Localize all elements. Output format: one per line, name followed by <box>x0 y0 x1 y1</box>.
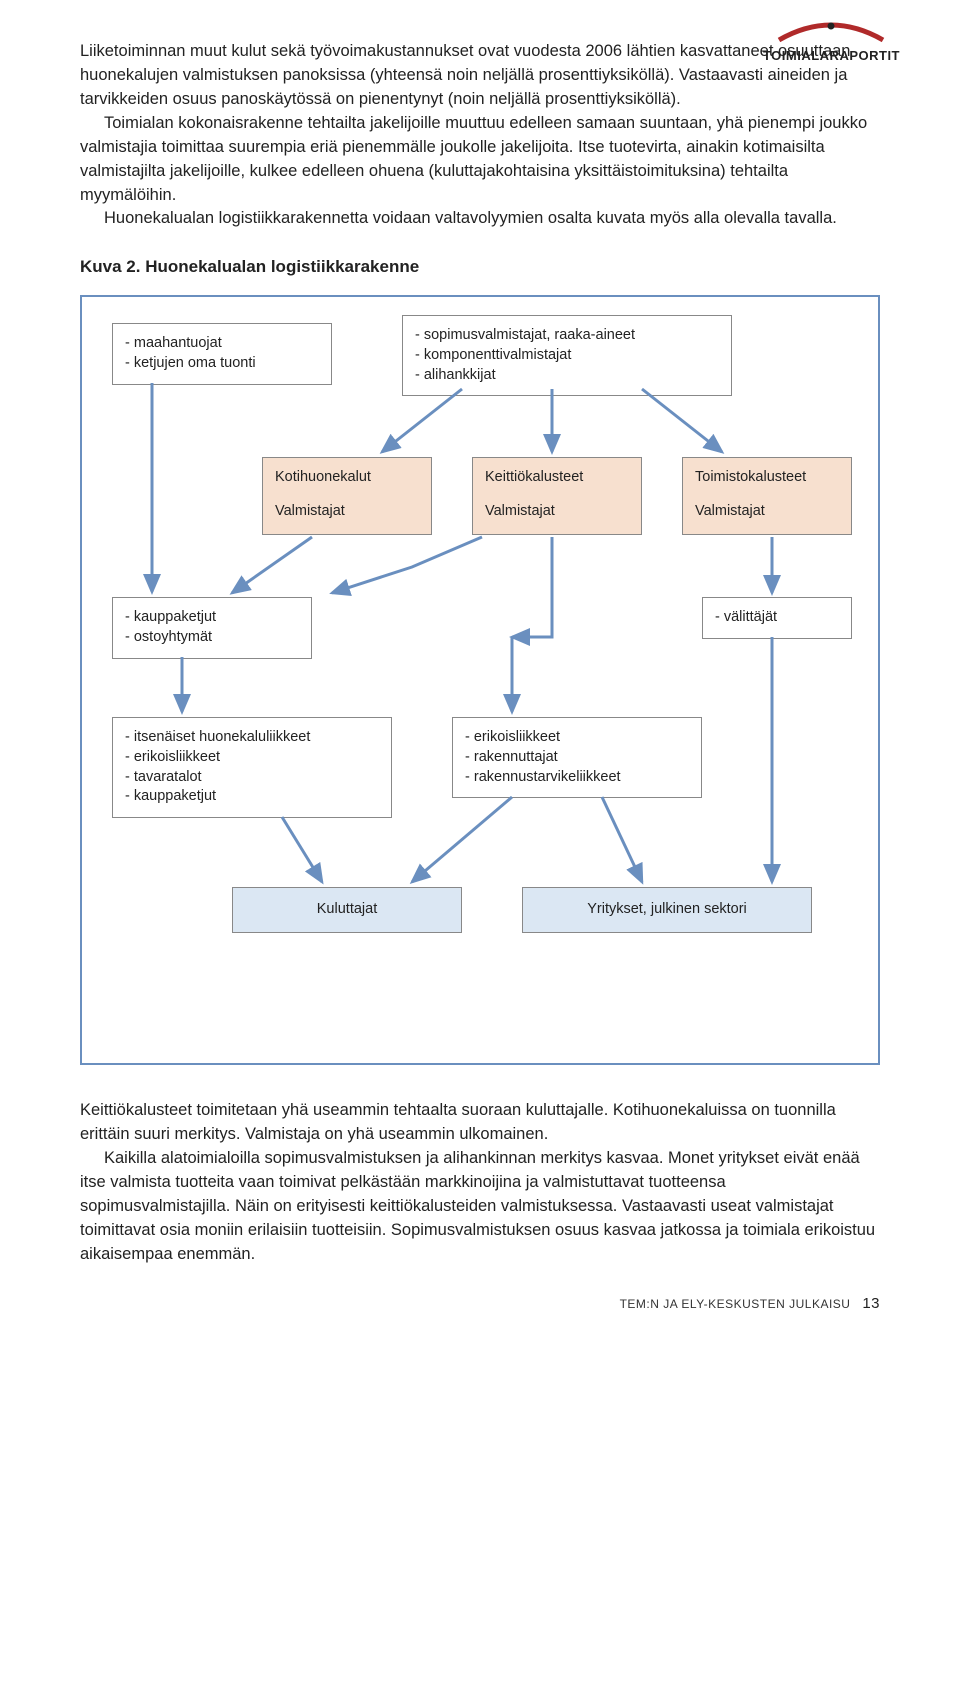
business-label: Yritykset, julkinen sektori <box>587 901 747 917</box>
logo-text: TOIMIALARAPORTIT <box>763 48 900 63</box>
box-consumers: Kuluttajat <box>232 887 462 933</box>
mfr-sub: Valmistajat <box>485 502 629 522</box>
brand-logo: TOIMIALARAPORTIT <box>763 18 900 63</box>
paragraph-3: Huonekalualan logistiikkarakennetta void… <box>80 207 880 231</box>
suppliers-item: sopimusvalmistajat, raaka-aineet <box>415 326 719 346</box>
intro-text: Liiketoiminnan muut kulut sekä työvoimak… <box>80 40 880 231</box>
brokers-item: välittäjät <box>715 608 839 628</box>
retail-item: erikoisliikkeet <box>125 748 379 768</box>
figure-title: Kuva 2. Huonekalualan logistiikkarakenne <box>80 257 880 277</box>
page-number: 13 <box>862 1295 880 1312</box>
imports-item: maahantuojat <box>125 334 319 354</box>
imports-item: ketjujen oma tuonti <box>125 354 319 374</box>
builders-item: rakennuttajat <box>465 748 689 768</box>
builders-item: erikoisliikkeet <box>465 728 689 748</box>
paragraph-1: Liiketoiminnan muut kulut sekä työvoimak… <box>80 40 880 112</box>
mfr-sub: Valmistajat <box>275 502 419 522</box>
paragraph-4: Keittiökalusteet toimitetaan yhä useammi… <box>80 1099 880 1147</box>
footer-text: TEM:N JA ELY-KESKUSTEN JULKAISU <box>620 1297 851 1311</box>
consumers-label: Kuluttajat <box>317 901 377 917</box>
mfr-title: Toimistokalusteet <box>695 468 839 488</box>
retail-item: tavaratalot <box>125 768 379 788</box>
chains-item: ostoyhtymät <box>125 628 299 648</box>
mfr-sub: Valmistajat <box>695 502 839 522</box>
builders-item: rakennustarvikeliikkeet <box>465 768 689 788</box>
mfr-title: Kotihuonekalut <box>275 468 419 488</box>
box-chains: kauppaketjut ostoyhtymät <box>112 597 312 658</box>
box-mfr-keittio: Keittiökalusteet Valmistajat <box>472 457 642 535</box>
outro-text: Keittiökalusteet toimitetaan yhä useammi… <box>80 1099 880 1266</box>
box-suppliers: sopimusvalmistajat, raaka-aineet kompone… <box>402 315 732 396</box>
box-builders: erikoisliikkeet rakennuttajat rakennusta… <box>452 717 702 798</box>
box-business: Yritykset, julkinen sektori <box>522 887 812 933</box>
box-mfr-koti: Kotihuonekalut Valmistajat <box>262 457 432 535</box>
box-mfr-toimisto: Toimistokalusteet Valmistajat <box>682 457 852 535</box>
paragraph-5: Kaikilla alatoimialoilla sopimusvalmistu… <box>80 1147 880 1267</box>
retail-item: kauppaketjut <box>125 787 379 807</box>
logistics-diagram: maahantuojat ketjujen oma tuonti sopimus… <box>80 295 880 1065</box>
mfr-title: Keittiökalusteet <box>485 468 629 488</box>
box-imports: maahantuojat ketjujen oma tuonti <box>112 323 332 384</box>
diagram-arrows <box>82 297 878 1063</box>
logo-arc-icon <box>771 18 891 46</box>
page-footer: TEM:N JA ELY-KESKUSTEN JULKAISU 13 <box>80 1295 880 1312</box>
paragraph-2: Toimialan kokonaisrakenne tehtailta jake… <box>80 112 880 208</box>
chains-item: kauppaketjut <box>125 608 299 628</box>
suppliers-item: komponenttivalmistajat <box>415 346 719 366</box>
retail-item: itsenäiset huonekaluliikkeet <box>125 728 379 748</box>
box-brokers: välittäjät <box>702 597 852 639</box>
box-retail: itsenäiset huonekaluliikkeet erikoisliik… <box>112 717 392 817</box>
suppliers-item: alihankkijat <box>415 366 719 386</box>
